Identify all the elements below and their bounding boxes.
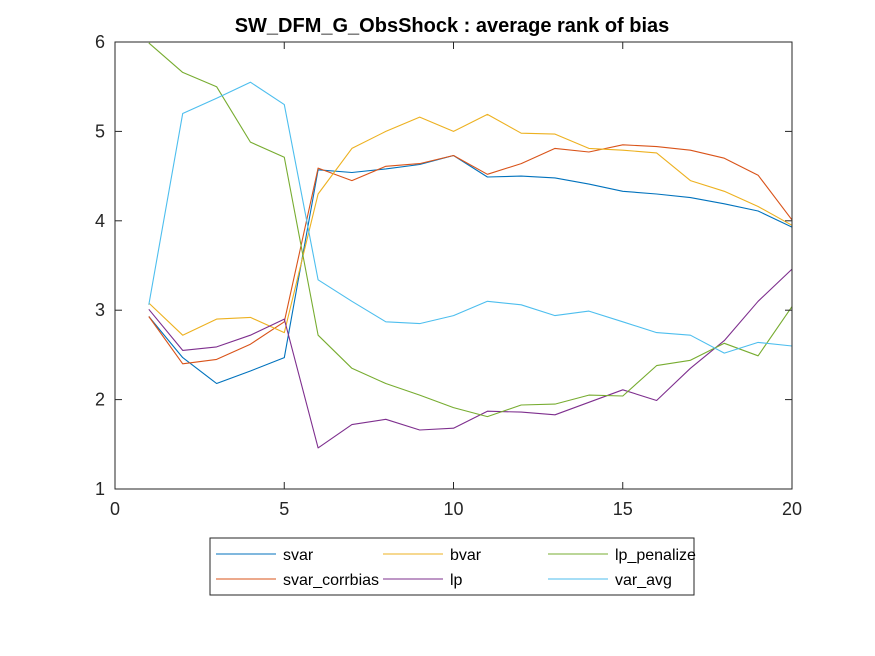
axes: 0 5 10 15 20 1 2 3 4 5 6 — [95, 32, 802, 519]
legend-label-lp: lp — [450, 572, 463, 589]
x-tick-label: 5 — [279, 499, 289, 519]
x-tick-label: 10 — [443, 499, 463, 519]
plot-area — [115, 42, 792, 489]
legend-label-bvar: bvar — [450, 547, 482, 564]
chart-title: SW_DFM_G_ObsShock : average rank of bias — [235, 15, 670, 37]
y-tick-label: 3 — [95, 300, 105, 320]
series-line-lp — [148, 268, 793, 449]
series-line-svar — [148, 154, 793, 385]
y-tick-label: 5 — [95, 121, 105, 141]
x-tick-label: 15 — [613, 499, 633, 519]
legend: svar bvar lp_penalize svar_corrbias lp var_av… — [209, 537, 696, 596]
series-lines — [148, 42, 793, 449]
series-line-var-avg — [148, 81, 793, 354]
legend-label-svar: svar — [283, 547, 314, 564]
series-line-lp-penalize — [148, 42, 793, 418]
y-tick-label: 1 — [95, 479, 105, 499]
legend-label-lp-penalize: lp_penalize — [615, 547, 696, 564]
legend-box — [209, 537, 695, 596]
series-line-svar-corrbias — [148, 144, 793, 365]
legend-label-var-avg: var_avg — [615, 572, 672, 589]
y-tick-label: 2 — [95, 390, 105, 410]
legend-label-svar-corrbias: svar_corrbias — [283, 572, 379, 589]
series-line-bvar — [148, 113, 793, 336]
y-tick-label: 4 — [95, 211, 105, 231]
x-tick-label: 0 — [110, 499, 120, 519]
y-tick-label: 6 — [95, 32, 105, 52]
x-tick-label: 20 — [782, 499, 802, 519]
